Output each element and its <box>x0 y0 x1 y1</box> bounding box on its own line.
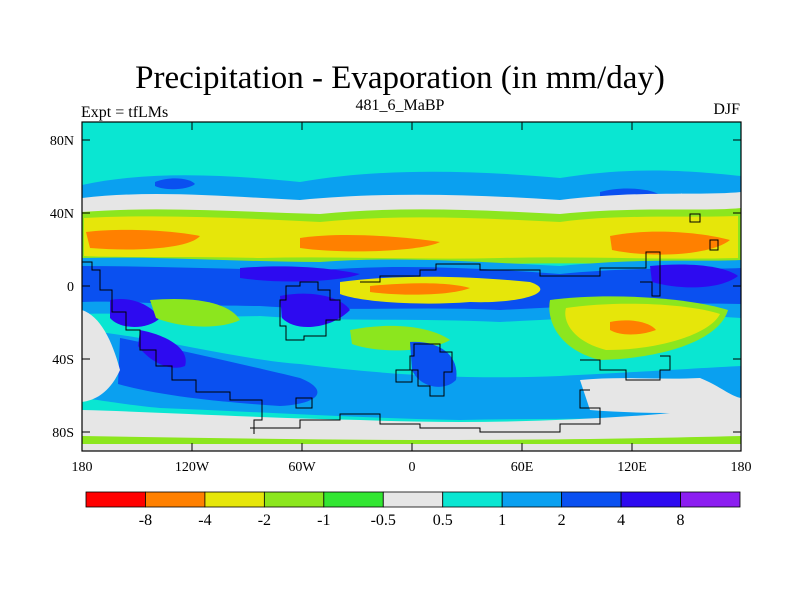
coast-australia <box>580 355 671 381</box>
x-tick-label: 60E <box>511 460 534 475</box>
coast-antarctica <box>250 389 601 433</box>
field-green-antarctic <box>82 436 741 444</box>
field-eq-violet-3 <box>650 264 738 288</box>
colorbar-level-label: 8 <box>677 512 685 529</box>
colorbar-level-label: -2 <box>258 512 271 529</box>
x-tick-label: 120E <box>617 460 647 475</box>
colorbar-box <box>145 491 206 508</box>
experiment-label: Expt = tfLMs <box>81 104 169 121</box>
coast-pacific-islands <box>295 213 719 409</box>
x-tick-label: 180 <box>72 460 93 475</box>
colorbar-level-label: 4 <box>617 512 625 529</box>
y-ticks <box>82 139 741 433</box>
field-south-blue-2 <box>410 341 457 387</box>
colorbar-box <box>442 491 503 508</box>
x-ticks <box>81 122 742 451</box>
colorbar-level-label: -1 <box>317 512 330 529</box>
y-tick-label: 40S <box>52 353 74 368</box>
field-grey-sw <box>82 310 120 402</box>
x-tick-label: 180 <box>731 460 752 475</box>
colorbar-box <box>501 491 563 508</box>
colorbar-level-label: -0.5 <box>371 512 396 529</box>
field-orange-north-2 <box>300 235 440 252</box>
plot-title: Precipitation - Evaporation (in mm/day) <box>135 60 665 96</box>
colorbar-box <box>85 491 146 508</box>
x-tick-label: 60W <box>288 460 316 475</box>
colorbar-box <box>204 491 265 508</box>
colorbar-labels: -8 -4 -2 -1 -0.5 0.5 1 2 4 8 <box>139 512 685 529</box>
colorbar-box <box>323 491 384 508</box>
field-eq-orange <box>370 283 470 295</box>
x-tick-labels: 180 120W 60W 0 60E 120E 180 <box>72 460 752 475</box>
coastlines <box>82 213 719 434</box>
colorbar-box <box>561 491 622 508</box>
colorbar-box <box>680 491 741 508</box>
coast-americas <box>82 261 263 434</box>
field-blob-north <box>155 178 195 190</box>
colorbar-level-label: 1 <box>498 512 506 529</box>
field-eq-violet-1 <box>240 266 360 282</box>
colorbar-level-label: -4 <box>198 512 211 529</box>
colorbar-box <box>620 491 681 508</box>
field-layer <box>82 122 741 451</box>
field-eq-violet-2 <box>280 293 350 328</box>
season-label: DJF <box>713 101 740 118</box>
field-orange-north-1 <box>86 229 200 250</box>
coast-africa <box>409 343 453 397</box>
y-tick-label: 40N <box>50 207 74 222</box>
period-label: 481_6_MaBP <box>355 97 445 114</box>
colorbar-level-label: 0.5 <box>433 512 453 529</box>
colorbar-level-label: 2 <box>558 512 566 529</box>
colorbar-level-label: -8 <box>139 512 152 529</box>
x-tick-label: 0 <box>409 460 416 475</box>
field-south-green-1 <box>150 298 240 327</box>
y-tick-label: 0 <box>67 280 74 295</box>
x-tick-label: 120W <box>175 460 210 475</box>
field-south-orange-3 <box>610 320 656 335</box>
coast-south-america <box>279 281 341 341</box>
field-south-violet <box>138 330 186 368</box>
coast-eurasia <box>360 251 661 297</box>
colorbar-box <box>263 491 325 508</box>
field-yellow-north <box>84 216 738 259</box>
y-tick-label: 80S <box>52 426 74 441</box>
colorbar-box <box>382 491 444 508</box>
field-eq-violet-4 <box>110 298 160 327</box>
y-tick-labels: 80N 40N 0 40S 80S <box>50 134 74 441</box>
y-tick-label: 80N <box>50 134 74 149</box>
field-orange-north-3 <box>610 231 730 255</box>
colorbar <box>85 491 741 508</box>
field-grey-south-2 <box>580 378 741 413</box>
